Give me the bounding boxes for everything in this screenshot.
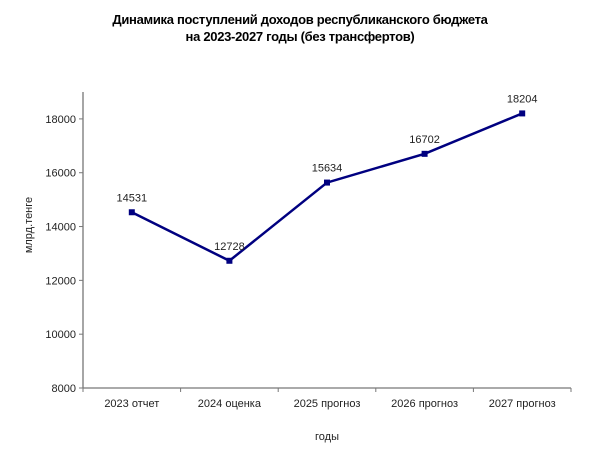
y-tick-label: 12000 [45,275,76,287]
x-tick-label: 2023 отчет [104,398,159,410]
x-tick-label: 2027 прогноз [489,398,556,410]
series-line [131,112,523,263]
data-point-marker [421,150,428,157]
data-point-marker [128,209,135,216]
data-label: 14531 [117,192,148,204]
data-point-marker [519,110,526,117]
x-axis-title: годы [315,431,339,443]
data-label: 16702 [409,134,440,146]
data-label: 12728 [214,241,245,253]
y-tick-label: 18000 [45,114,76,126]
y-tick-label: 14000 [45,222,76,234]
data-point-marker [226,257,233,264]
y-tick-label: 8000 [52,383,76,395]
y-axis-title: млрд.тенге [23,197,35,253]
data-label: 15634 [312,163,343,175]
data-point-marker [324,179,330,186]
x-tick-label: 2026 прогноз [391,398,458,410]
chart-title-line-2: на 2023-2027 годы (без трансфертов) [185,29,415,44]
y-tick-label: 16000 [45,168,76,180]
chart-title-line-1: Динамика поступлений доходов республикан… [112,12,488,27]
y-tick-label: 10000 [45,329,76,341]
x-tick-label: 2024 оценка [198,398,262,410]
data-label: 18204 [507,93,538,105]
x-tick-label: 2025 прогноз [294,398,361,410]
